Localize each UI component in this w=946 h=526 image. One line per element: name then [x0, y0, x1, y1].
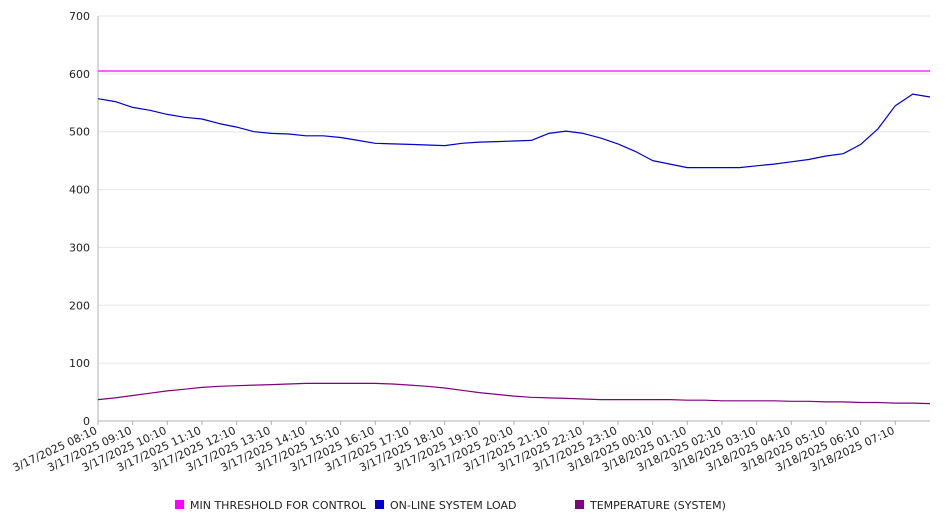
- y-tick-label: 300: [69, 241, 90, 254]
- y-tick-label: 700: [69, 10, 90, 23]
- legend-swatch: [375, 500, 384, 509]
- legend-label: TEMPERATURE (SYSTEM): [589, 499, 726, 512]
- y-tick-label: 400: [69, 184, 90, 197]
- legend-label: MIN THRESHOLD FOR CONTROL: [190, 499, 367, 512]
- legend-swatch: [575, 500, 584, 509]
- y-tick-label: 200: [69, 299, 90, 312]
- y-tick-label: 100: [69, 357, 90, 370]
- temperature-line: [97, 382, 931, 405]
- y-tick-label: 0: [83, 415, 90, 428]
- y-tick-label: 600: [69, 68, 90, 81]
- legend-label: ON-LINE SYSTEM LOAD: [390, 499, 516, 512]
- y-tick-label: 500: [69, 126, 90, 139]
- legend-swatch: [175, 500, 184, 509]
- online-system-load-line: [97, 93, 931, 169]
